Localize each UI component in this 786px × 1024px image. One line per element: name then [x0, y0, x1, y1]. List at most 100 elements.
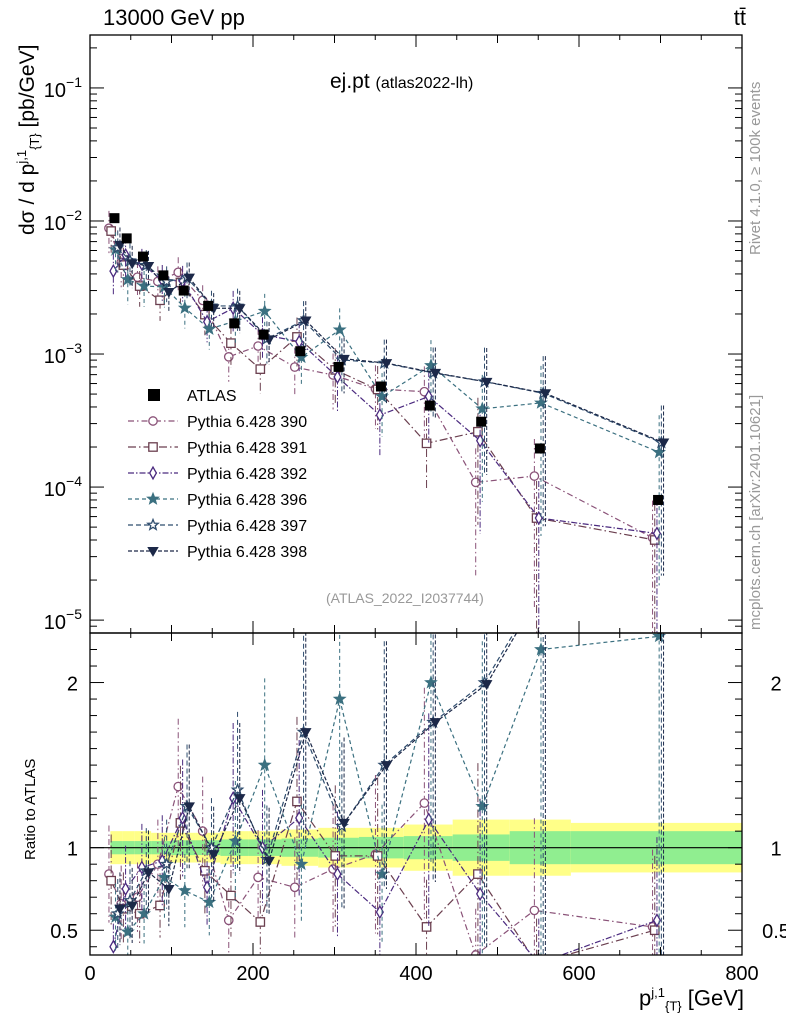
ratio-marker — [473, 869, 483, 879]
series-marker — [470, 477, 481, 488]
ratio-marker — [538, 578, 548, 588]
reference-marker — [109, 213, 120, 224]
legend-label: ATLAS — [187, 388, 237, 405]
ratio-marker — [535, 957, 542, 969]
ratio-marker — [121, 881, 130, 897]
ratio-marker — [330, 851, 341, 861]
channel-label: tt̄ — [733, 5, 746, 30]
reference-marker — [424, 400, 435, 411]
ratio-marker — [332, 691, 347, 705]
ratio-marker — [155, 900, 165, 911]
reference-marker — [178, 285, 189, 296]
series-marker — [289, 362, 300, 372]
main-panel-series — [104, 210, 670, 633]
series-line — [119, 244, 664, 444]
x-tick-label: 200 — [236, 963, 269, 985]
ratio-marker — [380, 761, 393, 772]
series-ratio-3 — [109, 713, 662, 969]
legend-label: Pythia 6.428 397 — [187, 518, 307, 535]
series-marker — [652, 445, 666, 459]
legend-marker — [148, 442, 158, 452]
plot-title-sub: (atlas2022-lh) — [375, 75, 474, 92]
ratio-marker — [534, 642, 548, 656]
plot-title-main: ej.pt — [330, 70, 370, 93]
series-marker — [421, 438, 432, 449]
reference-label: (ATLAS_2022_I2037744) — [326, 590, 484, 606]
ratio-marker — [475, 799, 490, 813]
series-marker — [338, 354, 350, 365]
legend-marker — [147, 546, 159, 557]
reference-marker — [295, 346, 306, 357]
ratio-marker — [204, 840, 219, 854]
ratio-marker — [429, 718, 442, 729]
ratio-marker — [419, 798, 430, 808]
ratio-marker — [263, 856, 275, 867]
y-tick-label: 10−3 — [44, 340, 82, 368]
series-marker — [534, 395, 548, 409]
legend-label: Pythia 6.428 390 — [187, 414, 307, 431]
reference-marker — [333, 361, 344, 372]
y-tick-label: 10−5 — [44, 606, 82, 634]
ratio-marker — [109, 939, 118, 954]
ratio-marker — [480, 680, 493, 691]
y-axis-label-main: dσ / d pj,1{T} [pb/GeV] — [14, 44, 43, 235]
series-ratio-line — [108, 784, 653, 955]
series-marker — [114, 240, 126, 251]
ratio-marker — [114, 904, 126, 915]
series-marker — [132, 272, 143, 283]
ratio-marker — [652, 633, 666, 643]
y-tick-label: 10−4 — [44, 473, 82, 501]
series-marker — [163, 288, 175, 298]
series-main-4 — [108, 232, 666, 586]
rivet-version-label: Rivet 4.1.0, ≥ 100k events — [747, 81, 764, 255]
series-marker — [173, 267, 184, 278]
series-marker — [253, 341, 263, 351]
ratio-marker — [421, 922, 432, 932]
reference-marker — [229, 318, 240, 329]
ratio-marker — [292, 796, 302, 807]
ratio-tick-label-right: 1 — [770, 839, 781, 861]
plot-title: ej.pt (atlas2022-lh) — [330, 70, 473, 94]
ratio-marker — [159, 856, 174, 871]
series-marker — [257, 303, 272, 318]
reference-data — [109, 213, 664, 505]
legend-label: Pythia 6.428 396 — [187, 492, 307, 509]
ratio-tick-label-left: 2 — [67, 674, 78, 696]
ratio-marker — [234, 794, 246, 805]
reference-marker — [653, 494, 664, 505]
ratio-marker — [223, 915, 234, 926]
ratio-tick-label-right: 0.5 — [762, 921, 786, 943]
x-tick-label: 0 — [84, 963, 95, 985]
series-marker — [142, 261, 155, 272]
ratio-marker — [226, 890, 236, 901]
x-tick-label: 400 — [399, 963, 432, 985]
series-marker — [106, 226, 116, 236]
series-marker — [183, 273, 195, 284]
legend-marker — [148, 465, 158, 481]
legend-label: Pythia 6.428 392 — [187, 466, 307, 483]
ratio-tick-label-left: 0.5 — [50, 921, 78, 943]
legend: ATLAS Pythia 6.428 390 Pythia 6.428 391 Pyt… — [128, 388, 307, 561]
series-marker — [539, 389, 552, 400]
series-marker — [223, 352, 234, 362]
mcplots-reference-label: mcplots.cern.ch [arXiv:2401.10621] — [747, 394, 764, 630]
series-marker — [234, 304, 246, 315]
series-marker — [300, 316, 312, 327]
series-marker — [255, 364, 266, 374]
y-tick-label: 10−1 — [44, 74, 82, 102]
ratio-marker — [173, 781, 184, 792]
series-ratio-2 — [106, 716, 660, 967]
ratio-marker — [532, 959, 540, 967]
series-marker — [529, 471, 540, 481]
series-marker — [332, 322, 347, 336]
ratio-marker — [300, 728, 312, 738]
reference-marker — [203, 300, 214, 311]
ratio-marker — [110, 906, 125, 920]
legend-marker — [146, 517, 160, 531]
series-marker — [121, 247, 130, 263]
ratio-marker — [126, 901, 138, 912]
ratio-marker — [253, 872, 263, 883]
ratio-marker — [652, 913, 662, 928]
reference-marker — [534, 443, 545, 454]
